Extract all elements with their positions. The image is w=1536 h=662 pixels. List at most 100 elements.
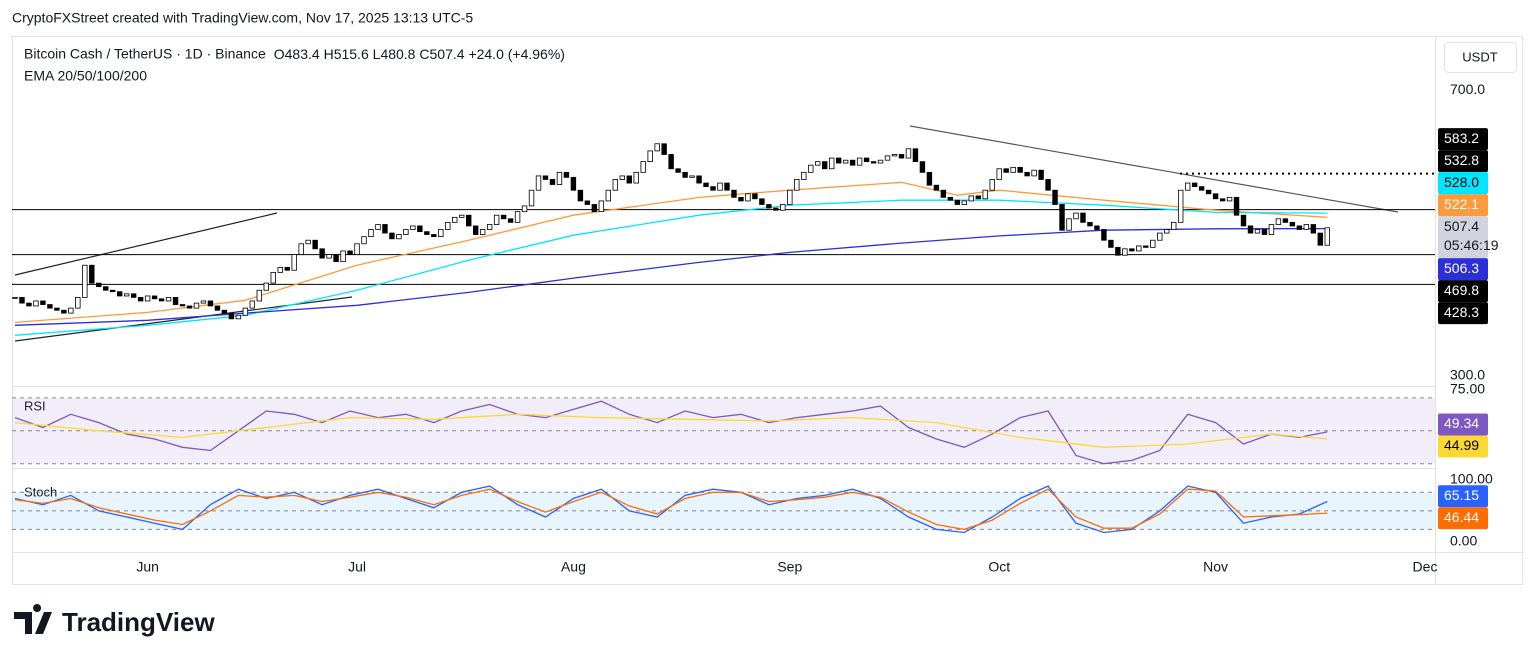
candle: [158, 298, 165, 302]
currency-button[interactable]: [1444, 42, 1517, 73]
candle: [745, 193, 751, 202]
price-label-bg: [1438, 435, 1488, 458]
candle: [689, 175, 695, 178]
candle: [151, 295, 158, 300]
credit: CryptoFXStreet created with TradingView.…: [12, 10, 473, 26]
candle: [1247, 225, 1254, 234]
price-label-bg: [1438, 280, 1488, 303]
candle: [249, 300, 256, 309]
candle: [982, 189, 988, 200]
price-label: 46.44: [1444, 509, 1479, 525]
candle: [123, 293, 130, 297]
candle: [403, 229, 409, 235]
candle: [445, 221, 451, 230]
candle: [1031, 169, 1037, 177]
candle: [507, 218, 514, 223]
candle: [1052, 189, 1058, 205]
x-tick-label: Nov: [1203, 559, 1228, 575]
candle: [298, 243, 304, 255]
candle: [1122, 248, 1128, 256]
candle: [193, 302, 200, 309]
chart-frame: [12, 36, 1523, 585]
candle: [1115, 246, 1121, 256]
price-label-bg: [1438, 216, 1488, 259]
y-tick-label: 700.0: [1450, 81, 1485, 97]
candle: [1275, 218, 1282, 225]
candle: [1219, 198, 1226, 202]
candle: [1171, 221, 1177, 230]
candle: [682, 171, 688, 178]
stoch-name: Stoch: [24, 484, 57, 499]
candle: [975, 195, 981, 200]
candle: [605, 189, 612, 202]
candle: [577, 189, 584, 202]
candle: [1240, 214, 1247, 227]
candle: [319, 248, 325, 259]
candle: [877, 159, 884, 164]
candle: [808, 164, 814, 173]
candle: [221, 309, 228, 314]
quote-part: +24.0 (+4.96%): [468, 46, 565, 62]
candle: [89, 264, 95, 284]
price-label: 469.8: [1444, 282, 1479, 298]
candle: [1317, 232, 1324, 246]
candle: [459, 214, 465, 218]
candle: [591, 204, 598, 213]
candle: [40, 300, 46, 305]
candle: [375, 224, 381, 230]
candle: [815, 161, 821, 166]
symbol: Bitcoin Cash / TetherUS · 1D · Binance: [24, 46, 266, 62]
candle: [452, 216, 458, 223]
price-label: 506.3: [1444, 260, 1479, 276]
candle: [466, 214, 472, 227]
candle: [96, 282, 102, 288]
candle: [528, 189, 535, 207]
logo-icon: [14, 604, 52, 634]
candle: [724, 182, 730, 191]
candle: [312, 239, 318, 250]
quote-part: 480.8: [380, 46, 415, 62]
candle: [1101, 229, 1107, 241]
indicator-line: [14, 400, 1328, 465]
candle: [1289, 221, 1296, 227]
quote-part: L: [373, 46, 381, 62]
candle: [26, 302, 32, 307]
candle: [933, 184, 940, 191]
candle: [33, 300, 39, 307]
candle: [940, 189, 947, 198]
rsi-name: RSI: [24, 398, 46, 413]
candle: [780, 204, 786, 211]
trend-line: [14, 212, 278, 276]
candle: [556, 171, 563, 185]
candle: [996, 168, 1002, 180]
price-label-bg: [1438, 258, 1488, 281]
candle: [75, 296, 81, 309]
quote-part: H: [324, 46, 334, 62]
candle: [640, 161, 646, 173]
candle: [926, 171, 933, 186]
candle: [116, 291, 123, 297]
x-tick-label: Dec: [1413, 559, 1438, 575]
price-label: 528.0: [1444, 174, 1479, 190]
currency[interactable]: USDT: [1462, 49, 1497, 64]
candle: [1136, 245, 1142, 252]
candle: [479, 229, 486, 235]
ema-line: [14, 181, 1328, 324]
candle: [1143, 245, 1149, 248]
candle: [801, 171, 807, 180]
candle: [710, 186, 716, 191]
candle: [61, 309, 67, 314]
candle: [947, 196, 954, 201]
candle: [54, 307, 60, 311]
candle: [256, 289, 263, 302]
candle: [389, 232, 395, 240]
candle: [396, 234, 402, 240]
candle: [1150, 239, 1156, 248]
candle: [103, 286, 109, 291]
candle: [849, 159, 856, 166]
candle: [584, 200, 591, 205]
candle: [340, 250, 346, 263]
candle: [263, 282, 269, 291]
candle: [1296, 225, 1303, 230]
candle: [1164, 229, 1170, 234]
